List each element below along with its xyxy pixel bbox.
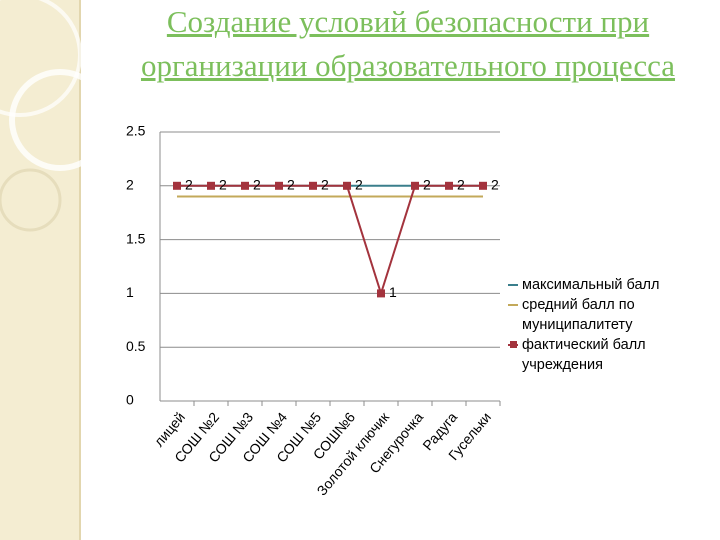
data-label: 2 xyxy=(185,177,193,193)
data-label: 2 xyxy=(287,177,295,193)
data-label: 2 xyxy=(423,177,431,193)
point-marker xyxy=(411,181,419,190)
y-tick-label: 2 xyxy=(126,177,134,193)
legend: максимальный балл средний балл по муницип… xyxy=(508,275,708,375)
legend-label: максимальный балл xyxy=(522,277,660,293)
legend-swatch xyxy=(508,304,518,306)
legend-entry: средний балл по муниципалитету xyxy=(508,295,708,335)
chart-title: Создание условий безопасности при органи… xyxy=(140,4,676,83)
legend-entry: фактический балл учреждения xyxy=(508,335,708,375)
data-label: 2 xyxy=(355,177,363,193)
series-line xyxy=(177,184,483,297)
y-tick-label: 0.5 xyxy=(126,338,146,354)
point-marker xyxy=(343,181,351,190)
data-label: 2 xyxy=(321,177,329,193)
point-marker xyxy=(275,181,283,190)
decor-circle xyxy=(9,69,111,171)
legend-marker xyxy=(510,341,517,348)
y-tick-label: 1 xyxy=(126,284,134,300)
point-marker xyxy=(241,181,249,190)
data-label: 2 xyxy=(491,177,499,193)
point-marker xyxy=(309,181,317,190)
decor-circle xyxy=(0,0,82,117)
point-marker xyxy=(445,181,453,190)
legend-label: фактический балл учреждения xyxy=(522,337,646,373)
point-marker xyxy=(377,289,385,298)
legend-label: средний балл по муниципалитету xyxy=(522,297,635,333)
decor-circle xyxy=(0,168,62,232)
data-label: 1 xyxy=(389,284,397,300)
data-label: 2 xyxy=(219,177,227,193)
side-strip xyxy=(0,0,80,540)
y-tick-label: 1.5 xyxy=(126,230,146,246)
point-marker xyxy=(479,181,487,190)
data-label: 2 xyxy=(457,177,465,193)
legend-entry: максимальный балл xyxy=(508,275,708,295)
y-tick-label: 2.5 xyxy=(126,123,146,139)
data-label: 2 xyxy=(253,177,261,193)
point-marker xyxy=(207,181,215,190)
y-tick-label: 0 xyxy=(126,392,134,408)
point-marker xyxy=(173,181,181,190)
legend-swatch xyxy=(508,284,518,286)
